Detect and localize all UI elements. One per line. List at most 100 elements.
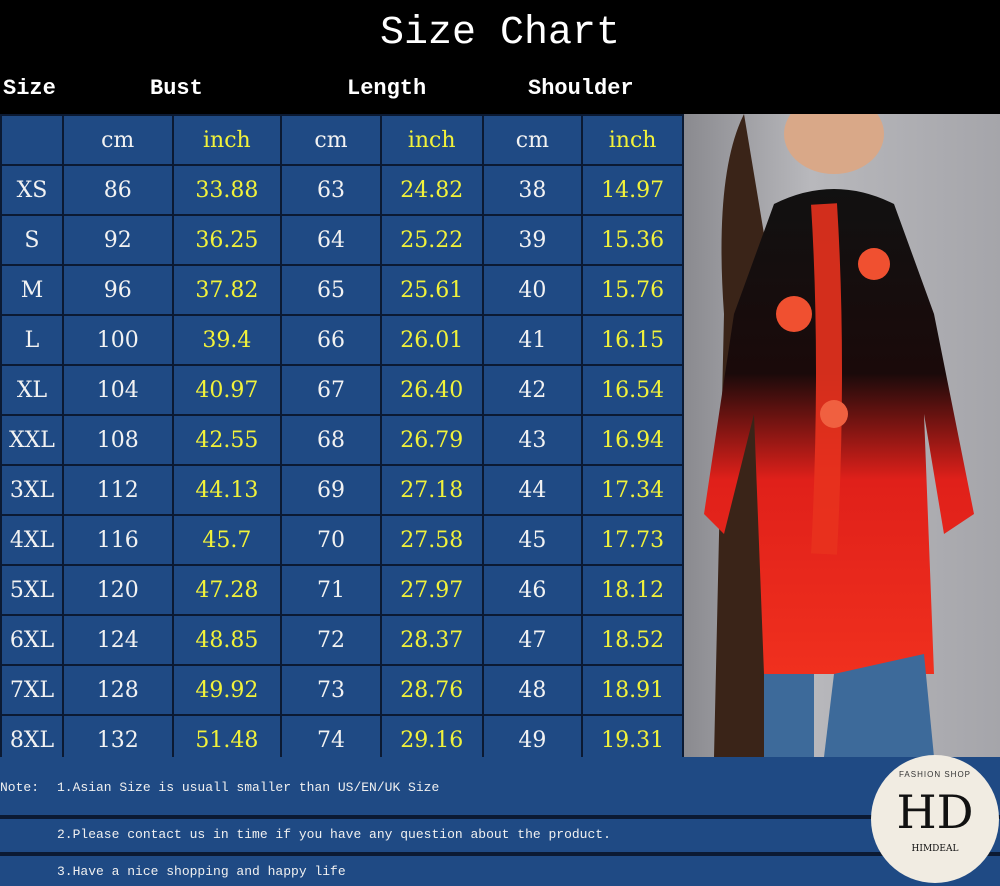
size-value: 18.52 <box>581 614 684 666</box>
size-value: 73 <box>280 664 382 716</box>
note-3: 3.Have a nice shopping and happy life <box>57 864 346 879</box>
size-label: 6XL <box>0 614 64 666</box>
unit-header: inch <box>379 114 484 166</box>
size-value: 65 <box>280 264 382 316</box>
size-value: 120 <box>61 564 174 616</box>
size-value: 41 <box>481 314 584 366</box>
size-value: 96 <box>61 264 174 316</box>
size-value: 43 <box>481 414 584 466</box>
size-value: 45 <box>481 514 584 566</box>
size-value: 92 <box>61 214 174 266</box>
size-value: 112 <box>61 464 174 516</box>
note-2: 2.Please contact us in time if you have … <box>57 827 611 842</box>
table-row: 6XL 124 48.85 72 28.37 47 18.52 <box>0 614 684 666</box>
size-value: 38 <box>481 164 584 216</box>
size-value: 70 <box>280 514 382 566</box>
group-shoulder: Shoulder <box>528 76 634 101</box>
table-row: S 92 36.25 64 25.22 39 15.36 <box>0 214 684 266</box>
size-label: L <box>0 314 64 366</box>
size-value: 128 <box>61 664 174 716</box>
size-value: 25.22 <box>379 214 484 266</box>
size-value: 16.15 <box>581 314 684 366</box>
size-value: 69 <box>280 464 382 516</box>
size-value: 26.01 <box>379 314 484 366</box>
size-value: 18.91 <box>581 664 684 716</box>
size-value: 49.92 <box>171 664 283 716</box>
size-value: 42 <box>481 364 584 416</box>
size-value: 39 <box>481 214 584 266</box>
unit-header-row: cm inch cm inch cm inch <box>0 114 684 166</box>
size-value: 47.28 <box>171 564 283 616</box>
logo-tagline: FASHION SHOP <box>898 770 971 779</box>
size-value: 26.79 <box>379 414 484 466</box>
size-value: 15.76 <box>581 264 684 316</box>
size-value: 47 <box>481 614 584 666</box>
size-table: cm inch cm inch cm inch XS 86 33.88 63 24.82 38 14.9… <box>0 114 684 766</box>
size-value: 27.97 <box>379 564 484 616</box>
size-value: 66 <box>280 314 382 366</box>
product-photo <box>684 114 1000 757</box>
size-value: 17.34 <box>581 464 684 516</box>
size-label: 3XL <box>0 464 64 516</box>
empty-cell <box>0 114 64 166</box>
table-row: XS 86 33.88 63 24.82 38 14.97 <box>0 164 684 216</box>
unit-header: cm <box>61 114 174 166</box>
size-label: XXL <box>0 414 64 466</box>
size-value: 16.54 <box>581 364 684 416</box>
size-value: 116 <box>61 514 174 566</box>
size-value: 40.97 <box>171 364 283 416</box>
table-row: M 96 37.82 65 25.61 40 15.76 <box>0 264 684 316</box>
size-value: 46 <box>481 564 584 616</box>
size-value: 44 <box>481 464 584 516</box>
size-value: 44.13 <box>171 464 283 516</box>
size-value: 86 <box>61 164 174 216</box>
size-value: 68 <box>280 414 382 466</box>
size-value: 64 <box>280 214 382 266</box>
size-value: 15.36 <box>581 214 684 266</box>
unit-header: inch <box>171 114 283 166</box>
size-value: 42.55 <box>171 414 283 466</box>
size-value: 48.85 <box>171 614 283 666</box>
size-value: 26.40 <box>379 364 484 416</box>
unit-header: inch <box>581 114 684 166</box>
notes-section: Note: 1.Asian Size is usuall smaller tha… <box>0 757 1000 886</box>
note-1: 1.Asian Size is usuall smaller than US/E… <box>57 780 440 795</box>
size-value: 72 <box>280 614 382 666</box>
size-value: 39.4 <box>171 314 283 366</box>
table-row: 7XL 128 49.92 73 28.76 48 18.91 <box>0 664 684 716</box>
size-value: 28.37 <box>379 614 484 666</box>
size-label: XS <box>0 164 64 216</box>
size-label: M <box>0 264 64 316</box>
size-value: 108 <box>61 414 174 466</box>
size-value: 40 <box>481 264 584 316</box>
group-length: Length <box>347 76 427 101</box>
size-label: XL <box>0 364 64 416</box>
size-value: 36.25 <box>171 214 283 266</box>
shop-logo: FASHION SHOP HD HIMDEAL <box>871 755 999 883</box>
size-value: 67 <box>280 364 382 416</box>
size-label: 4XL <box>0 514 64 566</box>
size-value: 27.58 <box>379 514 484 566</box>
size-value: 14.97 <box>581 164 684 216</box>
size-value: 124 <box>61 614 174 666</box>
table-row: XXL 108 42.55 68 26.79 43 16.94 <box>0 414 684 466</box>
unit-header: cm <box>280 114 382 166</box>
size-label: 5XL <box>0 564 64 616</box>
size-value: 33.88 <box>171 164 283 216</box>
size-value: 71 <box>280 564 382 616</box>
table-row: 5XL 120 47.28 71 27.97 46 18.12 <box>0 564 684 616</box>
size-label: 7XL <box>0 664 64 716</box>
table-row: XL 104 40.97 67 26.40 42 16.54 <box>0 364 684 416</box>
size-value: 48 <box>481 664 584 716</box>
chart-title: Size Chart <box>379 11 621 56</box>
table-row: 4XL 116 45.7 70 27.58 45 17.73 <box>0 514 684 566</box>
size-value: 100 <box>61 314 174 366</box>
size-value: 45.7 <box>171 514 283 566</box>
group-bust: Bust <box>150 76 203 101</box>
size-value: 28.76 <box>379 664 484 716</box>
note-label: Note: <box>0 780 40 795</box>
size-value: 25.61 <box>379 264 484 316</box>
size-value: 27.18 <box>379 464 484 516</box>
logo-name: HIMDEAL <box>911 844 959 854</box>
table-row: L 100 39.4 66 26.01 41 16.15 <box>0 314 684 366</box>
